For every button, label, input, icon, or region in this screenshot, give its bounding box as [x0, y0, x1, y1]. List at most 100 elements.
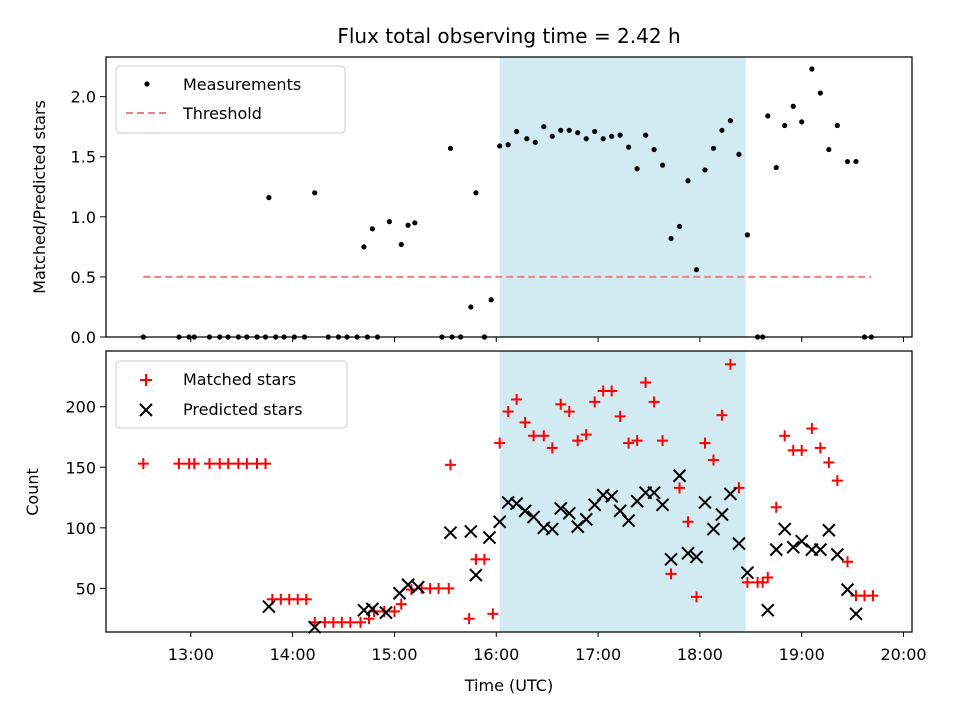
- predicted-star-point: [732, 536, 746, 551]
- predicted-star-stroke: [509, 496, 524, 511]
- predicted-star-stroke: [840, 582, 855, 597]
- predicted-star-stroke: [689, 550, 704, 564]
- matched-star-point: [674, 482, 686, 494]
- measurement-point: [744, 232, 751, 238]
- predicted-star-point: [443, 525, 458, 540]
- bottom-x-tick-label: 13:00: [168, 645, 214, 664]
- matched-star-point: [355, 616, 367, 628]
- measurement-point: [817, 90, 823, 96]
- top-y-tick-label: 0.0: [71, 328, 96, 347]
- matched-star-point: [572, 435, 584, 447]
- bottom-y-tick-label: 50: [76, 579, 96, 598]
- predicted-star-stroke: [411, 580, 425, 594]
- bottom-x-ticks: 13:00 14:00 15:00 16:00 17:00 18:00 19:00 20:00: [168, 632, 927, 664]
- predicted-star-point: [672, 469, 687, 483]
- measurement-point: [361, 244, 367, 250]
- bottom-x-tick-label: 20:00: [880, 645, 926, 664]
- legend-marker-predicted-stars: [139, 403, 153, 417]
- measurement-point: [809, 66, 815, 72]
- predicted-star-stroke: [464, 524, 478, 539]
- matched-star-point: [137, 458, 149, 470]
- predicted-star-stroke: [664, 552, 678, 567]
- matched-star-point: [443, 582, 455, 594]
- bottom-y-axis-label: Count: [23, 468, 42, 516]
- measurement-point: [266, 195, 272, 201]
- measurement-point: [600, 136, 606, 142]
- measurement-point: [727, 118, 734, 124]
- predicted-star-stroke: [604, 489, 619, 504]
- legend-marker-measurements: [144, 81, 150, 87]
- measurement-point: [693, 267, 700, 273]
- matched-star-point: [796, 444, 808, 456]
- matched-star-point: [623, 437, 635, 449]
- predicted-star-stroke: [778, 522, 792, 536]
- matched-star-point: [563, 406, 575, 418]
- measurement-point: [369, 226, 376, 232]
- predicted-star-stroke: [492, 515, 507, 529]
- predicted-star-stroke: [723, 487, 738, 501]
- predicted-star-stroke: [308, 620, 322, 634]
- predicted-star-point: [365, 602, 380, 616]
- matched-star-point: [682, 516, 694, 528]
- predicted-star-stroke: [262, 599, 276, 614]
- chart-title: Flux total observing time = 2.42 h: [337, 24, 680, 48]
- measurement-point: [497, 143, 503, 149]
- matched-star-point: [707, 454, 719, 466]
- predicted-star-stroke: [357, 603, 371, 617]
- predicted-star-point: [482, 530, 497, 545]
- measurement-point: [514, 128, 520, 135]
- predicted-star-stroke: [732, 536, 746, 551]
- bottom-legend: Matched stars Predicted stars: [115, 360, 348, 429]
- matched-star-point: [222, 458, 234, 470]
- matched-star-point: [511, 393, 523, 405]
- predicted-star-stroke: [518, 504, 532, 518]
- measurement-point: [541, 124, 547, 130]
- matched-star-point: [388, 605, 400, 617]
- bottom-series-layer: [137, 358, 879, 634]
- top-axes-frame: [105, 56, 913, 338]
- bottom-x-tick-label: 14:00: [270, 645, 316, 664]
- matched-star-point: [699, 437, 711, 449]
- matched-star-point: [631, 435, 643, 447]
- measurement-point: [575, 130, 581, 136]
- predicted-star-point: [830, 547, 845, 562]
- measurement-point: [524, 136, 530, 142]
- predicted-star-stroke: [579, 512, 593, 527]
- measurement-point: [853, 158, 859, 165]
- predicted-star-stroke: [822, 523, 836, 537]
- matched-star-point: [665, 568, 677, 580]
- predicted-star-point: [562, 506, 576, 521]
- predicted-star-point: [822, 523, 836, 537]
- matched-star-point: [546, 442, 558, 454]
- predicted-star-point: [464, 524, 478, 539]
- predicted-star-stroke: [794, 534, 809, 548]
- matched-star-point: [770, 501, 782, 513]
- predicted-star-point: [554, 501, 568, 516]
- predicted-star-point: [655, 498, 670, 512]
- matched-star-point: [494, 437, 506, 449]
- top-legend-box: [115, 65, 346, 134]
- measurement-point: [782, 122, 788, 129]
- predicted-star-point: [769, 542, 783, 557]
- bottom-axes-frame: [105, 350, 913, 633]
- matched-star-point: [779, 430, 791, 442]
- predicted-star-point: [813, 542, 828, 557]
- predicted-star-point: [308, 620, 322, 634]
- measurement-point: [566, 127, 572, 133]
- measurement-point: [398, 241, 404, 248]
- predicted-star-stroke: [830, 547, 845, 562]
- predicted-star-point: [469, 568, 483, 582]
- measurement-point: [488, 297, 494, 303]
- matched-star-point: [806, 423, 818, 435]
- top-legend: Measurements Threshold: [115, 65, 346, 134]
- measurement-point: [592, 128, 598, 135]
- measurement-point: [609, 133, 615, 139]
- matched-star-point: [555, 398, 567, 410]
- matched-star-point: [538, 430, 550, 442]
- bottom-highlight-band: [499, 351, 746, 632]
- predicted-star-stroke: [681, 546, 695, 560]
- legend-label-predicted-stars: Predicted stars: [183, 400, 303, 419]
- legend-marker-matched-stars: [140, 374, 152, 386]
- predicted-star-point: [604, 489, 619, 504]
